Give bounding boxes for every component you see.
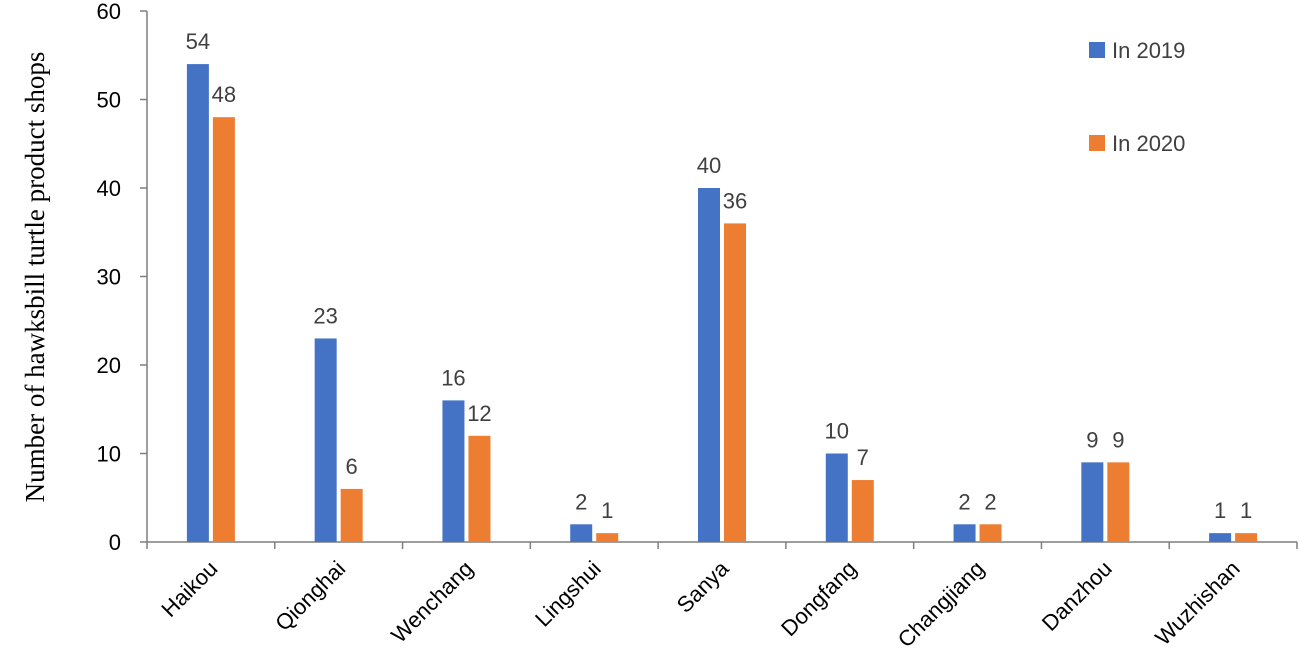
y-tick-label: 0: [109, 530, 121, 555]
bar: [1209, 533, 1232, 542]
bar: [212, 117, 235, 542]
bar: [186, 64, 209, 542]
x-tick-label: Changjiang: [893, 556, 989, 652]
bar: [698, 188, 720, 542]
x-tick-label: Haikou: [156, 556, 222, 622]
x-tick-label: Wenchang: [386, 556, 478, 648]
bar: [442, 400, 465, 542]
legend-label: In 2020: [1112, 131, 1185, 156]
bar: [1081, 462, 1104, 542]
bar: [825, 453, 848, 542]
data-label: 2: [575, 489, 587, 514]
data-label: 1: [1214, 498, 1226, 523]
x-tick-label: Sanya: [672, 555, 734, 617]
bar: [468, 435, 491, 542]
y-tick-label: 30: [97, 265, 121, 290]
data-label: 9: [1086, 427, 1098, 452]
data-label: 54: [186, 29, 210, 54]
data-label: 7: [857, 445, 869, 470]
x-tick-label: Lingshui: [530, 556, 606, 632]
bar: [979, 524, 1002, 542]
data-label: 6: [346, 454, 358, 479]
data-label: 36: [723, 188, 747, 213]
axes: 0 10 20 30 40 50 60 Haikou Qionghai Wenchang Lings…: [97, 0, 1298, 652]
y-tick-label: 20: [97, 353, 121, 378]
x-tick-label: Wuzhishan: [1150, 556, 1244, 650]
x-tick-label: Danzhou: [1037, 556, 1117, 636]
data-label: 23: [313, 303, 337, 328]
data-label: 2: [984, 489, 996, 514]
bar: [570, 524, 593, 542]
data-label: 40: [697, 153, 721, 178]
y-tick-label: 10: [97, 442, 121, 467]
data-label: 16: [441, 365, 465, 390]
data-label: 9: [1112, 427, 1124, 452]
y-tick-label: 60: [97, 0, 121, 24]
bar: [724, 223, 746, 542]
bar: [340, 488, 363, 542]
bar: [953, 524, 976, 542]
bar: [314, 338, 337, 542]
legend: In 2019 In 2020: [1089, 38, 1185, 156]
x-tick-label: Dongfang: [776, 556, 861, 641]
y-tick-label: 50: [97, 88, 121, 113]
x-tick-label: Qionghai: [270, 556, 350, 636]
bar: [596, 533, 619, 542]
data-label: 1: [601, 498, 613, 523]
data-label: 48: [212, 82, 236, 107]
legend-label: In 2019: [1112, 38, 1185, 63]
bar: [851, 480, 874, 542]
data-label: 12: [467, 401, 491, 426]
bar: [1107, 462, 1130, 542]
legend-swatch: [1089, 42, 1105, 58]
data-label: 1: [1240, 498, 1252, 523]
y-tick-label: 40: [97, 176, 121, 201]
data-label: 10: [825, 419, 849, 444]
bar: [1235, 533, 1258, 542]
bars: [186, 64, 1258, 542]
y-axis-title: Number of hawksbill turtle product shops: [20, 52, 50, 503]
legend-swatch: [1089, 135, 1105, 151]
data-label: 2: [958, 489, 970, 514]
